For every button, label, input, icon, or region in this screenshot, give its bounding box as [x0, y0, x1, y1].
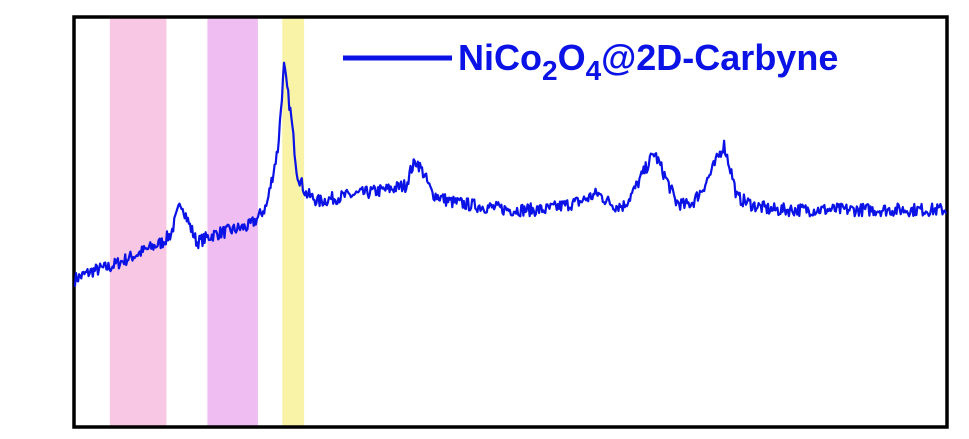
legend-label: NiCo2O4@2D-Carbyne — [458, 37, 838, 86]
legend: NiCo2O4@2D-Carbyne — [343, 37, 838, 86]
highlight-band-1 — [109, 18, 167, 426]
plot-frame — [72, 15, 949, 429]
series-line — [73, 61, 947, 287]
highlight-band-3 — [282, 18, 305, 426]
highlight-bands — [109, 18, 305, 426]
